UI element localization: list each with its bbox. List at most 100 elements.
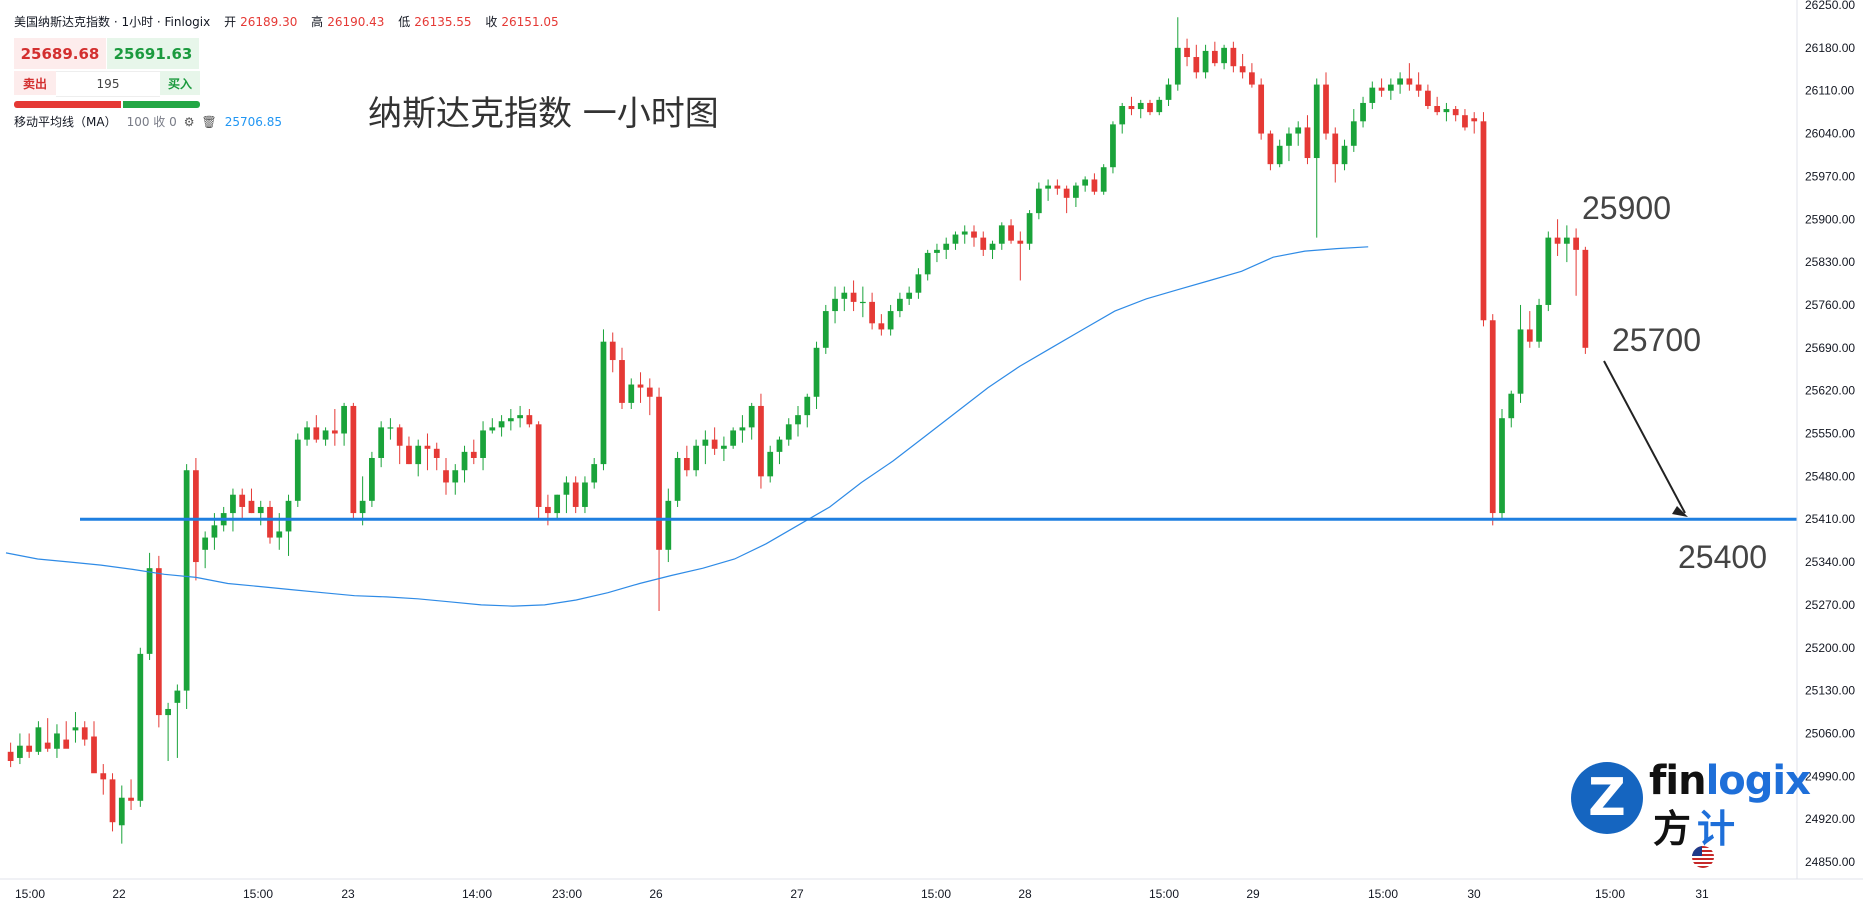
candle-up — [859, 301, 866, 304]
indicator-legend[interactable]: 移动平均线（MA） 100 收 0 ⚙ 🗑 25706.85 — [14, 113, 282, 130]
chart-annotation-title: 纳斯达克指数 一小时图 — [368, 94, 719, 134]
logo-circle-icon — [1571, 762, 1643, 834]
candle-up — [498, 421, 505, 428]
candle-down — [1462, 115, 1468, 128]
candle-up — [1137, 102, 1144, 110]
candle-down — [683, 457, 690, 471]
candle-up — [1536, 304, 1542, 342]
candle-up — [767, 451, 774, 477]
candle-up — [1073, 185, 1079, 198]
candle-up — [748, 405, 755, 428]
candle-up — [1045, 185, 1051, 189]
candle-down — [545, 506, 551, 514]
candle-down — [1526, 329, 1533, 342]
candle-down — [424, 445, 431, 449]
candle-down — [850, 292, 857, 302]
time-tick-label: 23 — [341, 887, 355, 901]
candle-up — [841, 292, 848, 299]
time-tick-label: 15:00 — [15, 887, 45, 901]
candle-down — [1452, 109, 1459, 116]
candle-up — [1350, 121, 1357, 146]
candle-up — [1443, 109, 1450, 113]
candle-down — [63, 739, 70, 749]
time-tick-label: 15:00 — [243, 887, 273, 901]
time-tick-label: 23:00 — [552, 887, 582, 901]
candle-down — [396, 427, 403, 446]
candle-up — [1508, 393, 1515, 419]
candle-up — [906, 292, 913, 299]
candle-down — [239, 494, 246, 507]
candle-down — [535, 424, 542, 507]
candle-down — [91, 736, 97, 774]
candle-up — [183, 470, 190, 691]
low-value: 26135.55 — [414, 15, 472, 29]
price-tick-label: 25760.00 — [1805, 298, 1855, 312]
gear-icon[interactable]: ⚙ — [183, 114, 195, 129]
candle-down — [572, 482, 579, 507]
buy-price-button[interactable]: 25691.63 — [107, 38, 199, 69]
price-tick-label: 25410.00 — [1805, 512, 1855, 526]
candle-up — [17, 745, 23, 758]
candle-down — [1128, 106, 1135, 110]
candle-up — [998, 225, 1005, 244]
candle-up — [507, 418, 514, 422]
candle-down — [1480, 121, 1487, 321]
time-tick-label: 15:00 — [1595, 887, 1625, 901]
candle-up — [1387, 84, 1394, 91]
sell-price-button[interactable]: 25689.68 — [14, 38, 106, 69]
time-axis: 15:00 22 15:00 23 14:00 23:00 26 27 15:00 28 15:00… — [15, 887, 1709, 901]
candle-up — [1221, 47, 1227, 64]
candle-down — [350, 405, 357, 514]
candle-down — [433, 448, 440, 458]
candle-up — [1026, 213, 1033, 244]
candle-up — [943, 243, 950, 250]
candle-up — [146, 568, 153, 654]
candle-up — [174, 690, 181, 703]
candle-down — [711, 439, 718, 449]
candle-up — [924, 252, 931, 275]
candle-down — [1323, 84, 1329, 134]
candle-down — [470, 451, 477, 458]
candle-down — [656, 396, 662, 550]
open-label: 开 — [224, 15, 237, 29]
candle-down — [758, 405, 764, 477]
time-tick-label: 15:00 — [1368, 887, 1398, 901]
time-tick-label: 14:00 — [462, 887, 492, 901]
buy-button[interactable]: 买入 — [160, 71, 200, 95]
candle-down — [155, 568, 162, 716]
candle-up — [378, 427, 385, 458]
trash-icon[interactable]: 🗑 — [201, 114, 217, 129]
candle-up — [665, 500, 672, 550]
candle-down — [1147, 102, 1153, 113]
candle-up — [693, 445, 699, 471]
annotation-25900: 25900 — [1582, 190, 1671, 226]
candle-down — [878, 323, 885, 330]
candle-down — [1332, 133, 1339, 165]
candle-down — [1193, 57, 1200, 73]
candle-up — [341, 405, 347, 434]
candle-up — [785, 424, 792, 440]
price-tick-label: 25480.00 — [1805, 469, 1855, 483]
candle-up — [961, 231, 968, 235]
candle-down — [980, 237, 987, 250]
open-value: 26189.30 — [240, 15, 298, 29]
candle-up — [1202, 50, 1209, 73]
low-label: 低 — [398, 15, 411, 29]
sell-button[interactable]: 卖出 — [14, 71, 56, 95]
candle-up — [822, 311, 829, 348]
candle-up — [1313, 84, 1320, 159]
time-tick-label: 27 — [790, 887, 804, 901]
candle-up — [1110, 124, 1116, 168]
buy-ratio-bar — [123, 101, 200, 108]
candle-down — [1091, 179, 1098, 192]
price-tick-label: 24920.00 — [1805, 812, 1855, 826]
candle-down — [526, 415, 533, 425]
candle-up — [461, 451, 468, 471]
candle-up — [1286, 133, 1292, 146]
candle-up — [480, 430, 486, 458]
candle-down — [100, 773, 107, 780]
candle-up — [563, 482, 570, 495]
logo-z-icon: Z — [1588, 768, 1626, 828]
candle-up — [628, 384, 635, 403]
